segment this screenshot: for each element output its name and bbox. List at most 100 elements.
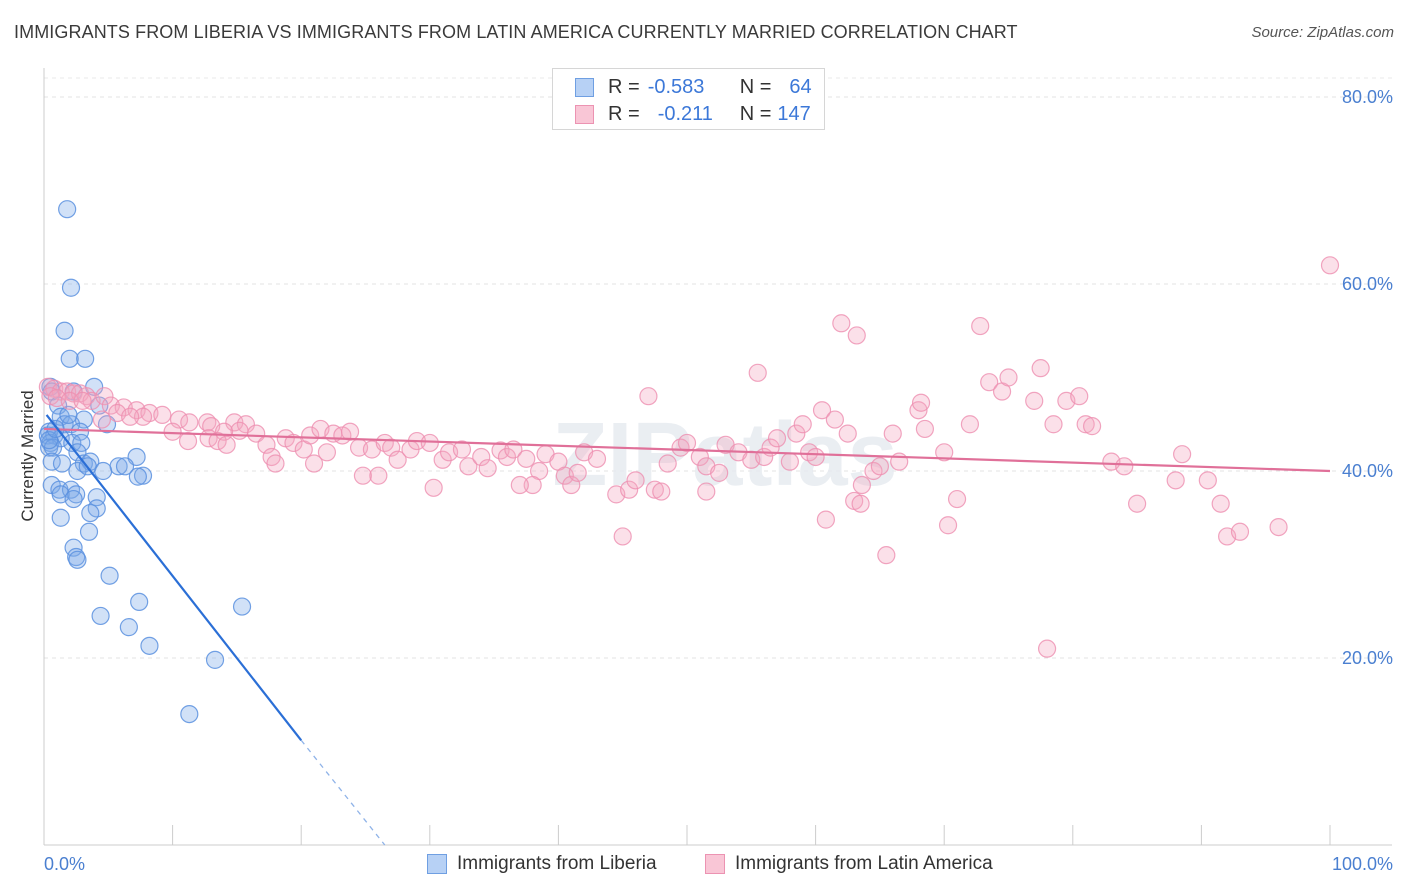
latin-america-point xyxy=(510,475,529,495)
latin-america-point xyxy=(1070,387,1089,406)
latin-america-point xyxy=(947,489,967,509)
latin-america-point xyxy=(517,449,536,468)
latin-america-point xyxy=(1115,457,1134,476)
latin-america-point xyxy=(639,387,658,406)
liberia-trend-extension xyxy=(300,739,386,846)
liberia-point xyxy=(40,438,59,457)
latin-america-point xyxy=(620,480,639,499)
y-tick-label: 60.0% xyxy=(1342,274,1393,294)
legend-row-latin-america: R = -0.211 N = 147 xyxy=(575,102,811,126)
latin-america-point xyxy=(1173,445,1192,464)
liberia-point xyxy=(58,200,77,219)
latin-america-point xyxy=(478,459,497,478)
liberia-point xyxy=(64,489,83,509)
x-tick-labels: 0.0% 100.0% xyxy=(44,854,1393,874)
latin-america-point xyxy=(133,407,153,426)
latin-america-point xyxy=(851,494,870,513)
n-value: 64 xyxy=(789,75,812,98)
n-label: N = xyxy=(739,75,772,98)
latin-america-point xyxy=(568,463,587,482)
liberia-point xyxy=(60,349,79,368)
latin-america-point xyxy=(652,482,671,501)
latin-america-point xyxy=(847,326,866,345)
liberia-point xyxy=(79,522,99,541)
latin-america-point xyxy=(230,421,249,440)
r-label: R = xyxy=(608,102,640,125)
latin-america-point xyxy=(180,413,199,432)
liberia-point xyxy=(91,606,110,626)
latin-america-point xyxy=(491,441,510,460)
trend-lines xyxy=(43,414,1331,846)
liberia-point xyxy=(81,503,100,523)
latin-america-point xyxy=(304,454,324,473)
latin-america-point xyxy=(497,447,517,467)
x-tick-label: 100.0% xyxy=(1332,854,1393,874)
liberia-point xyxy=(119,618,138,637)
latin-america-legend-swatch xyxy=(705,854,725,874)
latin-america-point xyxy=(523,475,542,495)
latin-america-trend-line xyxy=(43,427,1331,473)
latin-america-point xyxy=(266,454,285,473)
liberia-point xyxy=(232,597,252,616)
latin-america-point xyxy=(1037,639,1057,658)
latin-america-point xyxy=(587,449,607,468)
latin-america-point xyxy=(92,410,111,429)
latin-america-point xyxy=(780,452,799,471)
liberia-point xyxy=(51,508,70,527)
latin-america-point xyxy=(353,466,373,485)
latin-america-point xyxy=(301,426,320,445)
latin-america-point xyxy=(121,407,140,426)
liberia-trend-line xyxy=(45,414,303,741)
latin-america-point xyxy=(980,373,999,392)
latin-america-point xyxy=(999,368,1018,387)
latin-america-point xyxy=(787,424,806,443)
latin-america-point xyxy=(816,510,835,529)
latin-america-point xyxy=(613,527,632,546)
latin-america-point xyxy=(832,314,851,333)
liberia-point xyxy=(133,466,153,485)
r-value: -0.583 xyxy=(647,75,705,98)
r-label: R = xyxy=(608,75,640,98)
latin-america-swatch xyxy=(575,104,594,124)
n-label: N = xyxy=(739,102,772,125)
latin-america-point xyxy=(645,480,664,499)
liberia-point xyxy=(76,349,95,368)
latin-america-point xyxy=(424,478,443,497)
y-tick-label: 80.0% xyxy=(1342,87,1393,107)
latin-america-point xyxy=(909,401,928,420)
latin-america-point xyxy=(95,387,114,406)
liberia-point xyxy=(128,467,147,486)
latin-america-point xyxy=(935,443,954,462)
axes xyxy=(43,68,1392,846)
r-value: -0.211 xyxy=(657,102,713,125)
latin-america-point xyxy=(1127,494,1147,513)
latin-america-point xyxy=(960,415,980,434)
source-label: Source: ZipAtlas.com xyxy=(1251,24,1394,41)
latin-america-point xyxy=(178,431,198,451)
liberia-swatch xyxy=(575,77,594,97)
latin-america-point xyxy=(1230,522,1250,541)
bottom-legend-latin-america: Immigrants from Latin America xyxy=(705,852,993,876)
latin-america-point xyxy=(812,401,832,420)
liberia-point xyxy=(52,454,72,473)
n-value: 147 xyxy=(777,102,811,125)
liberia-point xyxy=(100,566,119,585)
latin-america-point xyxy=(1211,494,1230,513)
latin-america-point xyxy=(870,457,890,476)
chart-title: IMMIGRANTS FROM LIBERIA VS IMMIGRANTS FR… xyxy=(14,22,1018,42)
latin-america-point xyxy=(1031,359,1050,378)
latin-america-point xyxy=(163,422,182,441)
latin-america-point xyxy=(317,443,337,462)
latin-america-point xyxy=(1082,417,1102,436)
latin-america-point xyxy=(433,450,452,469)
liberia-point xyxy=(180,704,199,724)
latin-america-point xyxy=(697,482,716,501)
latin-america-point xyxy=(1044,415,1063,434)
latin-america-point xyxy=(883,424,902,443)
latin-america-point xyxy=(825,410,844,429)
latin-america-point xyxy=(911,393,931,412)
latin-america-legend-label: Immigrants from Latin America xyxy=(735,853,993,874)
latin-america-point xyxy=(247,424,266,443)
correlation-legend: R = -0.583 N = 64 R = -0.211 N = 147 xyxy=(552,68,825,130)
latin-america-point xyxy=(877,546,896,565)
